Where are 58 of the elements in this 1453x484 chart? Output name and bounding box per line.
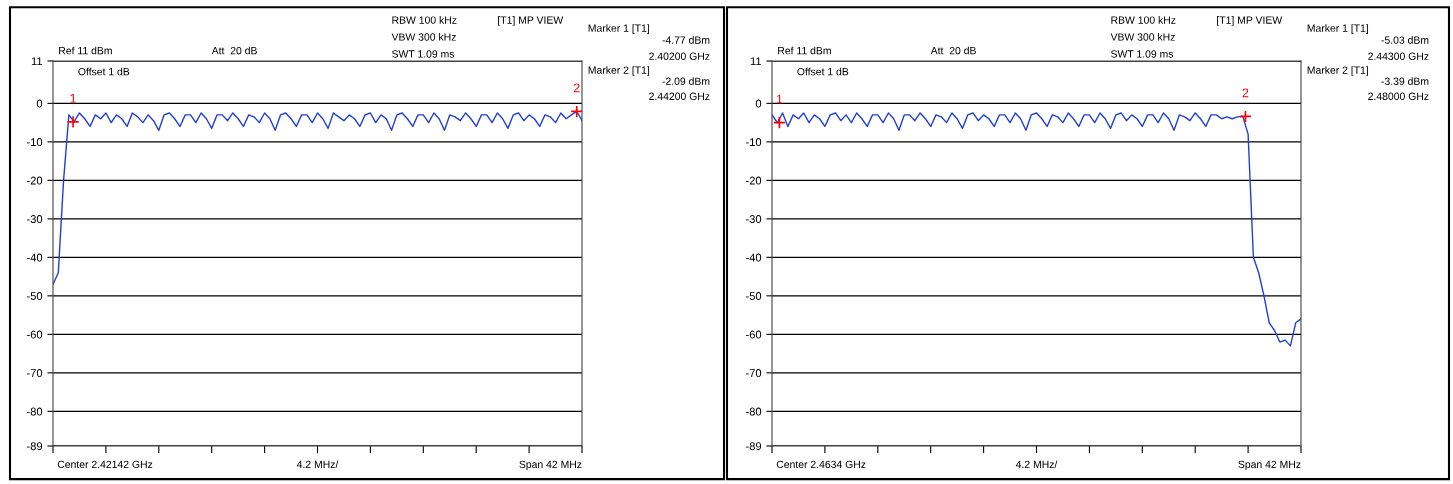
y-tick-label: 11 [750,57,762,66]
y-tick-label: -50 [746,292,762,300]
y-tick-label: -70 [746,369,762,377]
text: 4.2 MHz/ [1015,460,1058,469]
text: SWT 1.09 ms [392,50,455,58]
y-tick-label: -60 [27,330,43,339]
text: 2.44300 GHz [1368,52,1429,60]
text: 4.2 MHz/ [296,460,339,469]
y-tick-label: -20 [746,176,762,185]
text: Marker 2 [T1] [588,66,650,76]
y-tick-label: -20 [27,176,43,185]
text: Center 2.4634 GHz [776,460,866,469]
text: RBW 100 kHz [392,16,457,24]
text: Att 20 dB [211,46,257,55]
y-tick-label: -50 [27,292,43,300]
annotation: 1 [776,94,783,104]
annotation: 1 [70,93,76,103]
text: 2.48000 GHz [1368,92,1429,100]
y-tick-label: -10 [27,138,43,146]
text: RBW 100 kHz [1111,16,1176,24]
annotation: 2 [573,83,580,93]
text: VBW 300 kHz [1110,33,1175,41]
text: Marker 1 [T1] [588,24,650,34]
text: -3.39 dBm [1381,77,1429,85]
y-tick-label: -40 [27,253,43,262]
text: Marker 1 [T1] [1307,24,1369,34]
text: Att 20 dB [930,46,976,55]
text: SWT 1.09 ms [1111,50,1174,58]
text: [T1] MP VIEW [1217,16,1283,26]
text: Marker 2 [T1] [1307,66,1369,76]
y-tick-label: 11 [31,57,43,66]
y-tick-label: -80 [27,407,43,416]
y-tick-label: -89 [27,442,43,451]
text: Ref 11 dBm [59,46,112,55]
y-tick-label: -70 [27,369,43,377]
text: Span 42 MHz [519,460,582,471]
text: 2.44200 GHz [649,92,710,100]
y-tick-label: 0 [755,99,762,108]
text: Center 2.42142 GHz [57,460,153,469]
text: -4.77 dBm [662,36,710,44]
y-tick-label: -80 [746,407,762,416]
y-tick-label: -30 [27,215,43,223]
y-tick-label: 0 [36,99,43,108]
text: Ref 11 dBm [778,46,831,55]
text: -5.03 dBm [1381,36,1429,44]
text: Span 42 MHz [1238,460,1301,471]
text: VBW 300 kHz [391,33,456,41]
y-tick-label: -30 [746,215,762,223]
y-tick-label: -10 [746,138,762,146]
annotation: Offset 1 dB [797,67,849,76]
text: [T1] MP VIEW [498,16,564,26]
y-tick-label: -60 [746,330,762,339]
y-tick-label: -89 [746,442,762,451]
annotation: 2 [1242,88,1249,98]
text: -2.09 dBm [662,77,710,85]
y-tick-label: -40 [746,253,762,262]
text: 2.40200 GHz [649,52,710,60]
annotation: Offset 1 dB [78,67,130,76]
